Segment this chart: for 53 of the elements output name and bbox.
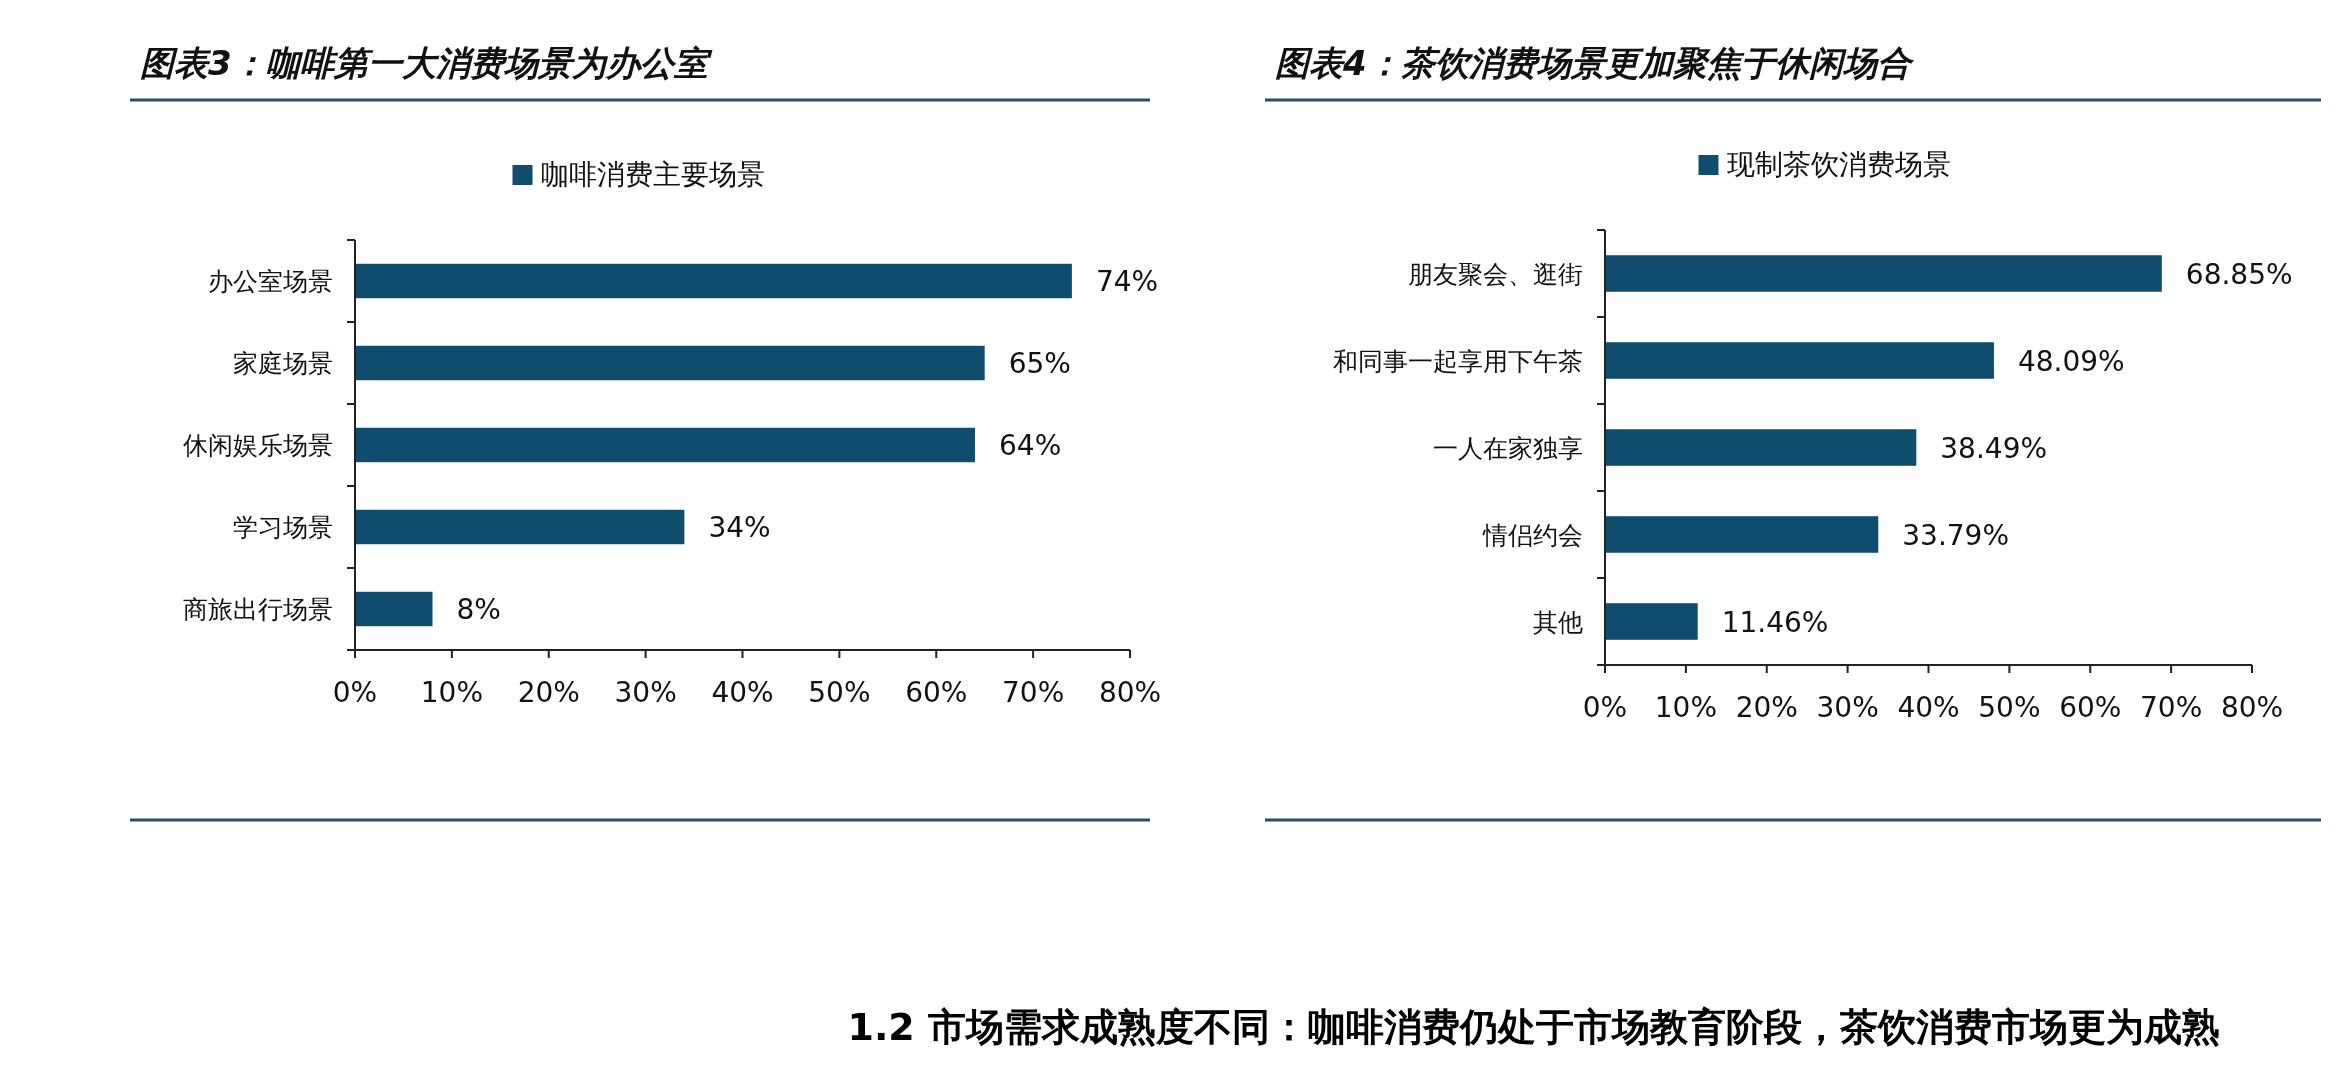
data-label: 8% xyxy=(456,593,501,626)
bar xyxy=(355,509,685,545)
bar xyxy=(355,345,985,381)
x-tick-label: 40% xyxy=(711,676,774,709)
data-label: 48.09% xyxy=(2017,344,2125,378)
y-tick-label: 情侣约会 xyxy=(1482,520,1583,550)
x-tick-label: 10% xyxy=(420,676,483,709)
bar xyxy=(1605,342,1994,379)
y-tick-label: 一人在家独享 xyxy=(1433,433,1583,463)
x-tick-label: 30% xyxy=(614,676,677,709)
x-tick-label: 70% xyxy=(1002,676,1065,709)
bar xyxy=(355,591,433,627)
x-tick-label: 50% xyxy=(1978,691,2041,724)
x-tick-label: 70% xyxy=(2140,691,2203,724)
data-label: 33.79% xyxy=(1902,518,2010,552)
y-tick-label: 朋友聚会、逛街 xyxy=(1408,259,1583,289)
text: 1.2 市场需求成熟度不同：咖啡消费仍处于市场教育阶段，茶饮消费市场更为成熟 xyxy=(847,1005,2220,1049)
y-tick-label: 学习场景 xyxy=(233,513,333,542)
bar xyxy=(1605,603,1698,640)
chart-title: 图表3：咖啡第一大消费场景为办公室 xyxy=(140,43,713,83)
data-label: 38.49% xyxy=(1940,431,2048,465)
x-tick-label: 0% xyxy=(1582,691,1628,724)
y-tick-label: 和同事一起享用下午茶 xyxy=(1333,346,1583,376)
bar xyxy=(355,427,975,463)
x-tick-label: 10% xyxy=(1654,691,1717,724)
data-label: 11.46% xyxy=(1721,605,1829,639)
data-label: 65% xyxy=(1008,347,1071,380)
x-tick-label: 80% xyxy=(2220,691,2284,724)
data-label: 64% xyxy=(999,429,1062,462)
x-tick-label: 20% xyxy=(1735,691,1798,724)
x-tick-label: 60% xyxy=(905,676,968,709)
y-tick-label: 办公室场景 xyxy=(208,267,333,296)
data-label: 68.85% xyxy=(2185,257,2293,291)
x-tick-label: 80% xyxy=(1098,676,1162,709)
data-label: 34% xyxy=(708,511,771,544)
bar xyxy=(1605,255,2162,292)
y-tick-label: 休闲娱乐场景 xyxy=(183,431,333,460)
legend-label: 咖啡消费主要场景 xyxy=(540,158,765,191)
bar xyxy=(355,263,1072,299)
bar xyxy=(1605,516,1879,553)
y-tick-label: 其他 xyxy=(1533,607,1583,637)
bar xyxy=(1605,429,1917,466)
chart-title: 图表4：茶饮消费场景更加聚焦于休闲场合 xyxy=(1275,43,1915,83)
x-tick-label: 0% xyxy=(332,676,378,709)
y-tick-label: 商旅出行场景 xyxy=(183,595,333,624)
x-tick-label: 60% xyxy=(2059,691,2122,724)
legend-label: 现制茶饮消费场景 xyxy=(1726,148,1951,181)
x-tick-label: 30% xyxy=(1816,691,1879,724)
x-tick-label: 20% xyxy=(517,676,580,709)
x-tick-label: 50% xyxy=(808,676,871,709)
x-tick-label: 40% xyxy=(1897,691,1960,724)
data-label: 74% xyxy=(1095,265,1159,298)
y-tick-label: 家庭场景 xyxy=(233,349,333,378)
